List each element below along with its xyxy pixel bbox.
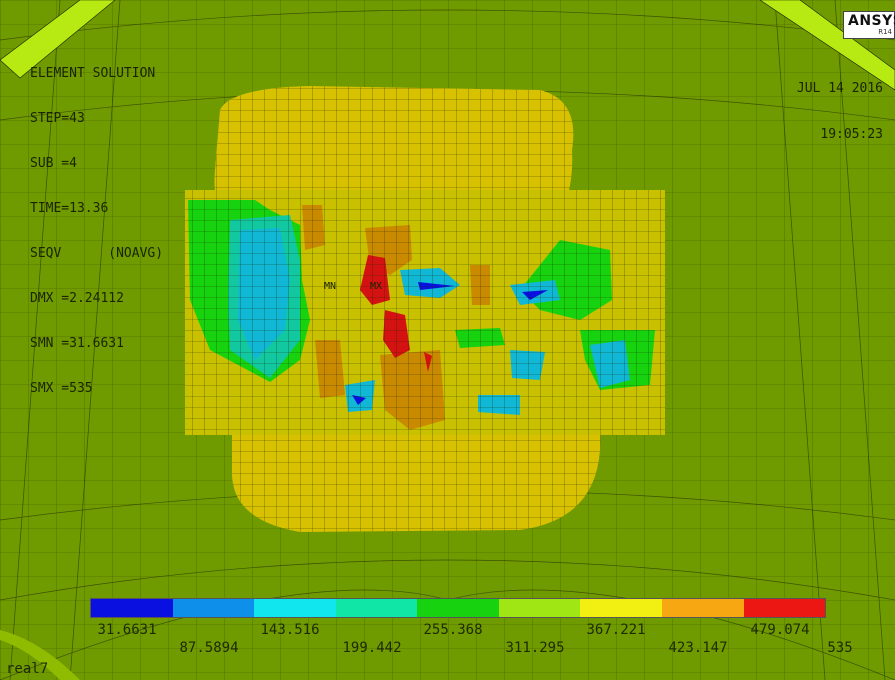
legend-swatch [172,599,255,617]
info-dmx: DMX =2.24112 [30,291,124,306]
legend-label: 423.147 [668,640,728,656]
stress-core [185,190,665,435]
min-node-label: MN [324,281,337,292]
legend-label: 311.295 [505,640,565,656]
max-node-label: MX [370,281,383,292]
logo-version: R14 [878,28,892,36]
legend-label: 199.442 [342,640,402,656]
legend-swatch [498,599,581,617]
legend-swatch [91,599,173,617]
date-stamp: JUL 14 2016 19:05:23 [797,51,883,173]
legend-label: 367.221 [586,622,646,638]
info-title: ELEMENT SOLUTION [30,66,156,81]
ansys-logo: ANSYS R14 [843,11,895,39]
legend-swatch [335,599,418,617]
legend-label: 479.074 [750,622,810,638]
legend-label: 255.368 [423,622,483,638]
contour-legend-bar [90,598,826,618]
element-solution-info: ELEMENT SOLUTION STEP=43 SUB =4 TIME=13.… [30,36,163,426]
legend-swatch [417,599,499,617]
logo-brand: ANSYS [848,13,895,29]
legend-label: 143.516 [260,622,320,638]
info-time: TIME=13.36 [30,201,109,216]
info-step: STEP=43 [30,111,85,126]
legend-label: 87.5894 [179,640,239,656]
info-sub: SUB =4 [30,156,77,171]
time-text: 19:05:23 [820,127,883,142]
date-text: JUL 14 2016 [796,81,883,96]
legend-swatch [580,599,662,617]
legend-label: 535 [827,640,853,656]
info-result-type: SEQV (NOAVG) [30,246,164,261]
legend-label: 31.6631 [97,622,157,638]
window-label: real7 [6,661,49,677]
info-smx: SMX =535 [30,381,93,396]
legend-swatch [661,599,744,617]
info-smn: SMN =31.6631 [30,336,124,351]
legend-swatch [254,599,336,617]
legend-swatch [743,599,826,617]
